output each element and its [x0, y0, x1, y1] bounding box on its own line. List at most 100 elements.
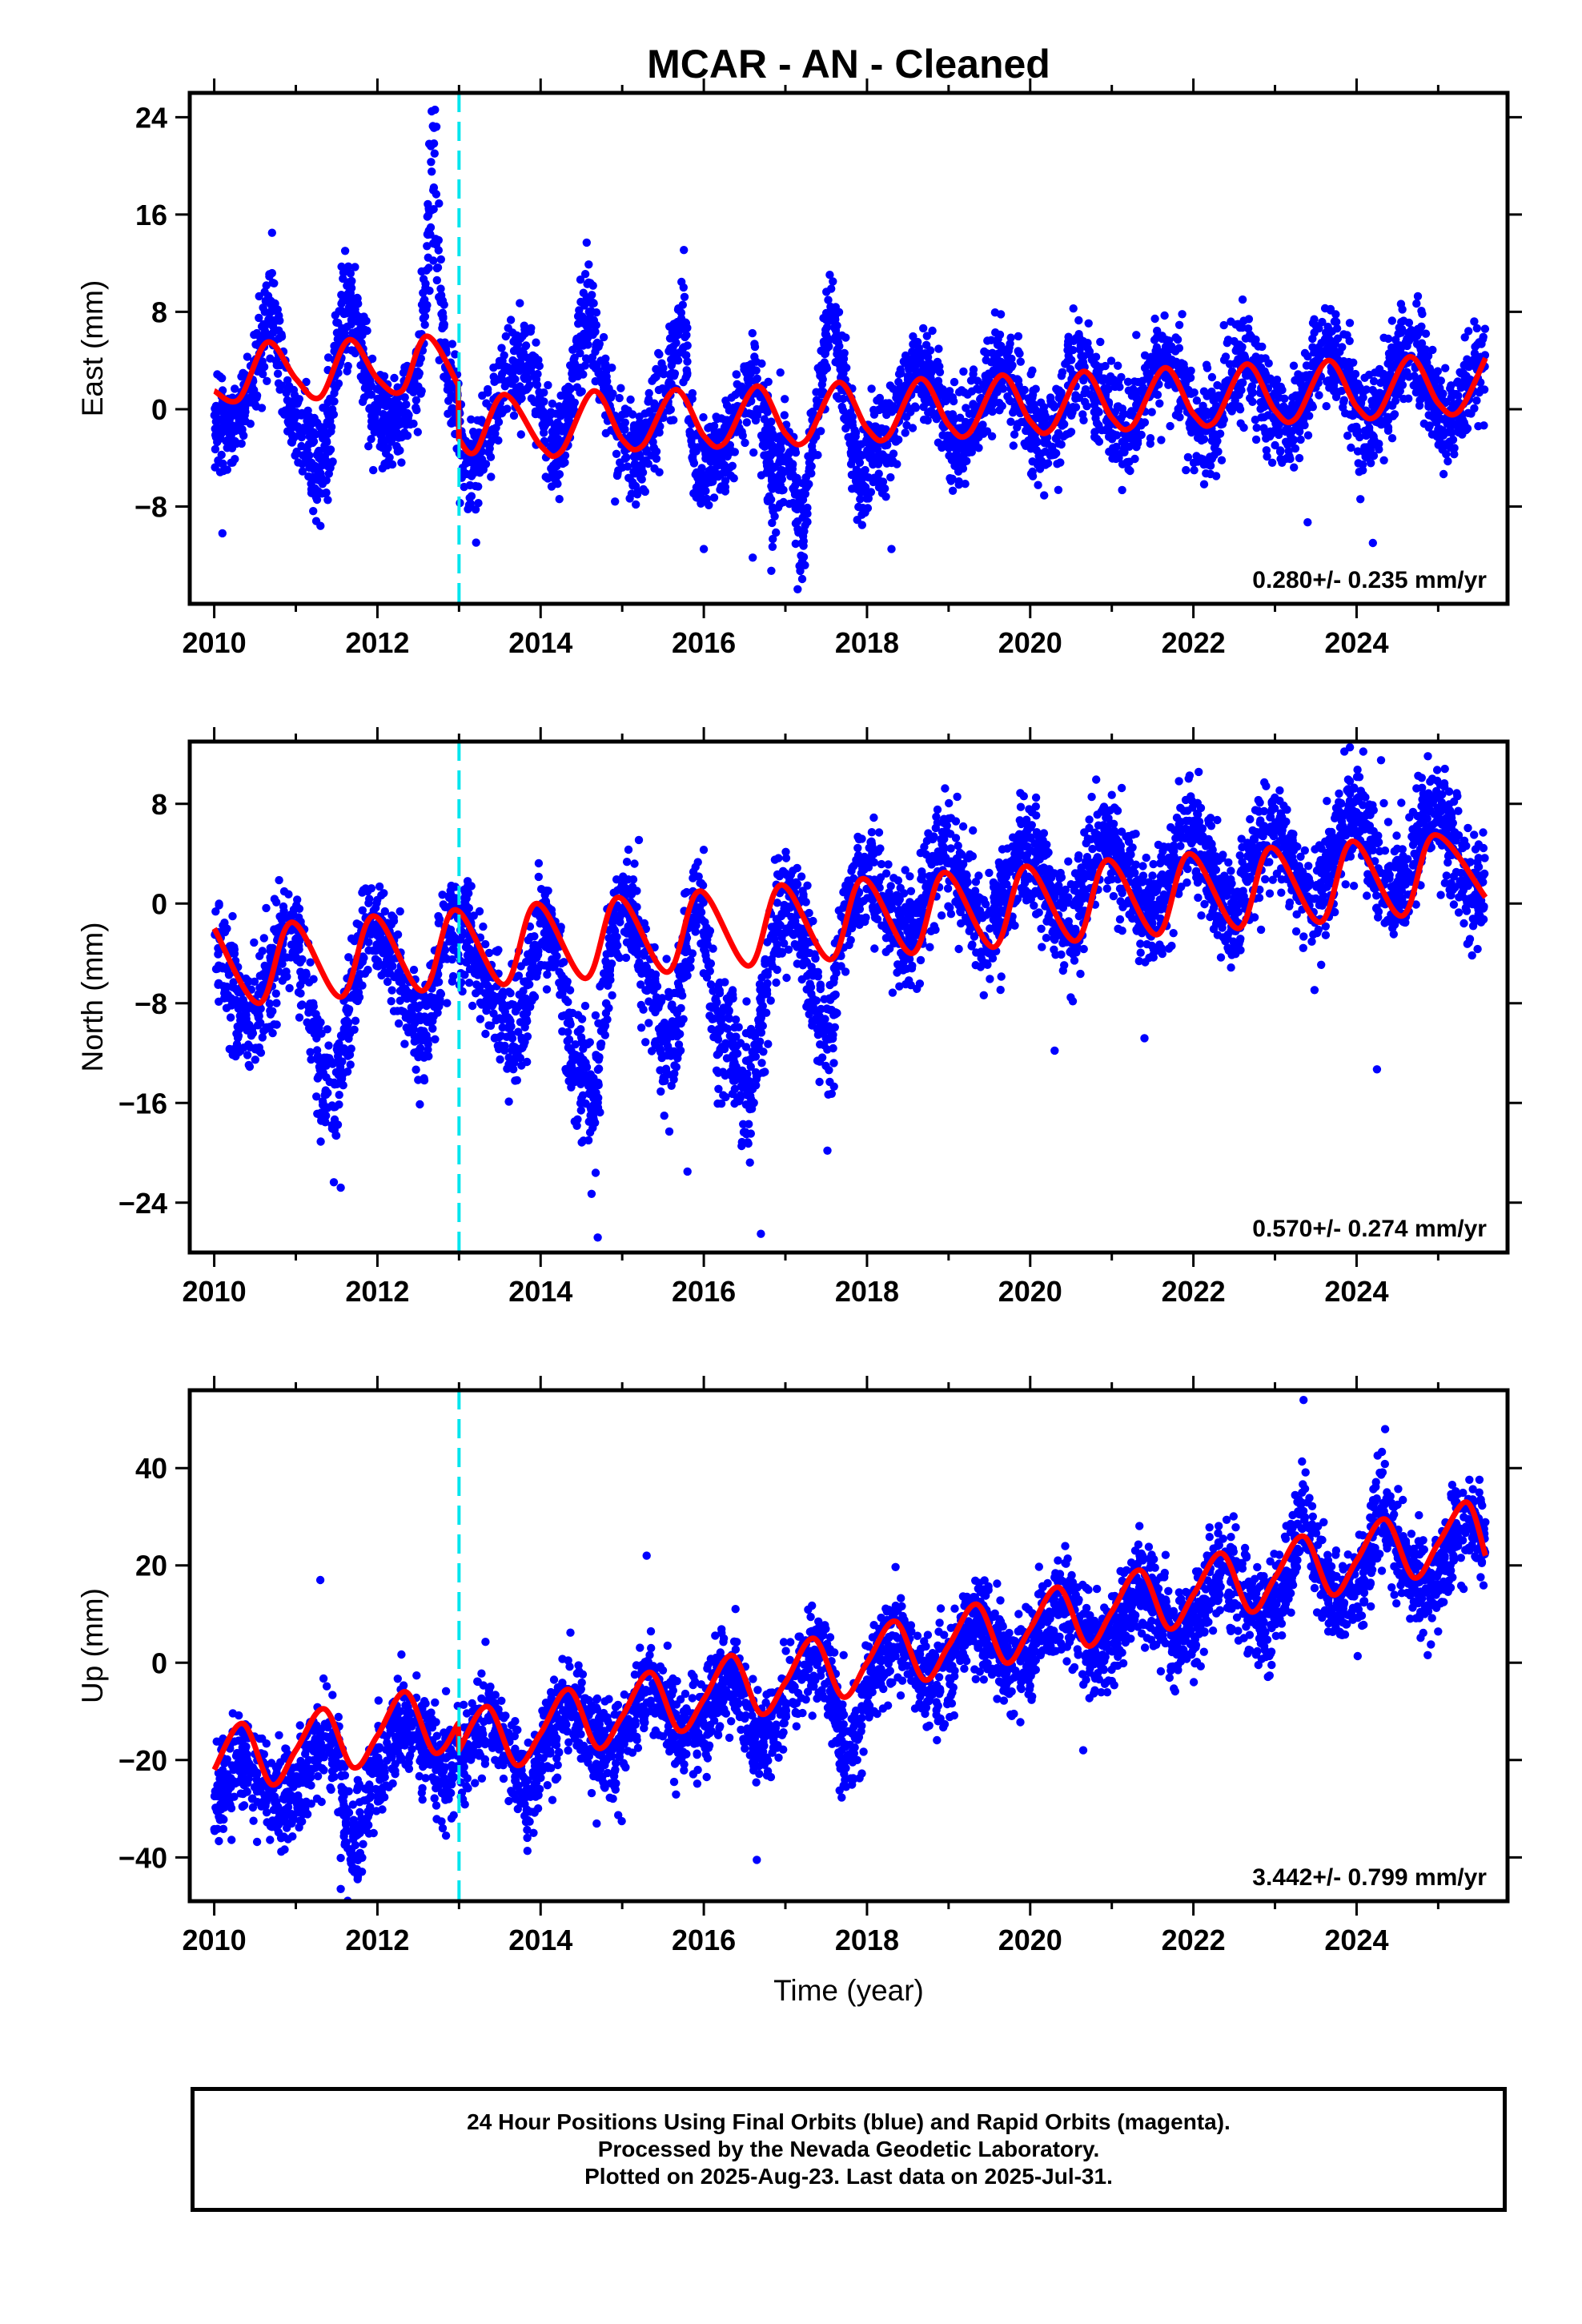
east-point — [671, 319, 681, 328]
east-point — [214, 436, 223, 444]
east-point — [732, 370, 741, 379]
east-point — [231, 455, 239, 464]
east-point — [1006, 356, 1015, 365]
east-point — [1387, 434, 1397, 443]
east-point — [934, 344, 943, 353]
east-point — [669, 416, 678, 424]
east-point — [1394, 329, 1403, 338]
north-point — [438, 891, 447, 899]
east-point — [922, 332, 932, 340]
east-point — [502, 378, 511, 387]
east-point — [360, 325, 369, 334]
east-point — [1190, 388, 1199, 397]
east-point — [1424, 423, 1433, 432]
north-point — [243, 1051, 252, 1059]
east-point — [273, 369, 283, 378]
east-point — [1290, 463, 1299, 472]
east-point — [432, 240, 441, 249]
east-point — [846, 448, 856, 457]
east-point — [258, 357, 267, 366]
east-point — [523, 353, 532, 362]
east-point — [1347, 443, 1355, 452]
east-xtick-label: 2022 — [1162, 626, 1226, 659]
east-point — [268, 316, 277, 325]
east-point — [1470, 404, 1479, 413]
north-data-points — [211, 743, 1489, 1242]
east-point — [919, 363, 928, 372]
east-model-curve — [212, 333, 1488, 460]
east-point — [303, 416, 311, 425]
east-point — [326, 412, 335, 421]
east-point — [1263, 411, 1273, 420]
east-point — [287, 438, 296, 447]
east-point — [846, 408, 855, 417]
east-point — [491, 376, 500, 385]
east-point — [390, 373, 399, 383]
east-point — [875, 393, 885, 403]
east-point — [382, 402, 391, 411]
east-point — [1017, 417, 1026, 427]
east-point — [223, 465, 231, 474]
east-point — [413, 428, 422, 436]
east-xtick-label: 2024 — [1324, 626, 1388, 659]
north-point — [563, 1036, 572, 1046]
east-point — [223, 425, 231, 434]
east-point — [1409, 381, 1418, 390]
east-point — [367, 422, 376, 431]
east-point — [440, 338, 449, 347]
east-point — [1424, 398, 1433, 407]
east-point — [1252, 424, 1261, 432]
east-point — [1263, 452, 1271, 461]
north-point — [699, 846, 709, 854]
east-point — [919, 415, 929, 424]
east-point — [757, 404, 765, 414]
east-point — [501, 332, 510, 341]
east-point — [1040, 491, 1049, 500]
east-point — [442, 375, 451, 384]
east-point — [1066, 428, 1076, 436]
east-point — [275, 385, 284, 394]
east-point — [303, 445, 311, 455]
east-point — [1157, 436, 1166, 444]
east-point — [415, 330, 424, 339]
east-point — [566, 384, 575, 393]
east-point — [920, 395, 930, 404]
east-point — [1356, 495, 1365, 504]
east-point — [435, 292, 444, 302]
east-point — [1006, 417, 1015, 426]
east-point — [237, 409, 246, 419]
east-point — [837, 402, 846, 412]
east-point — [817, 387, 826, 396]
east-point — [1318, 317, 1327, 327]
east-point — [1323, 377, 1331, 386]
east-point — [808, 447, 817, 456]
east-point — [677, 277, 686, 287]
east-point — [568, 345, 577, 354]
east-point — [1092, 419, 1102, 428]
east-xtick-label: 2016 — [672, 626, 736, 659]
east-point — [684, 416, 693, 425]
east-point — [263, 292, 273, 300]
east-point — [476, 453, 484, 462]
east-point — [397, 458, 406, 467]
east-point — [1454, 427, 1464, 436]
east-point — [616, 384, 625, 392]
east-point — [1026, 370, 1035, 379]
north-point — [226, 1013, 235, 1022]
east-point — [1403, 371, 1412, 380]
east-point — [1235, 390, 1243, 400]
east-point — [412, 405, 421, 415]
east-point — [557, 411, 566, 420]
east-point — [268, 278, 277, 287]
east-point — [222, 436, 231, 445]
east-point — [1126, 466, 1134, 476]
east-point — [785, 461, 794, 470]
east-point — [763, 497, 773, 505]
east-point — [869, 460, 877, 469]
east-point — [769, 534, 777, 544]
east-point — [746, 369, 755, 378]
north-point — [621, 953, 631, 963]
east-point — [577, 387, 586, 396]
east-point — [702, 494, 712, 504]
east-point — [290, 391, 299, 400]
